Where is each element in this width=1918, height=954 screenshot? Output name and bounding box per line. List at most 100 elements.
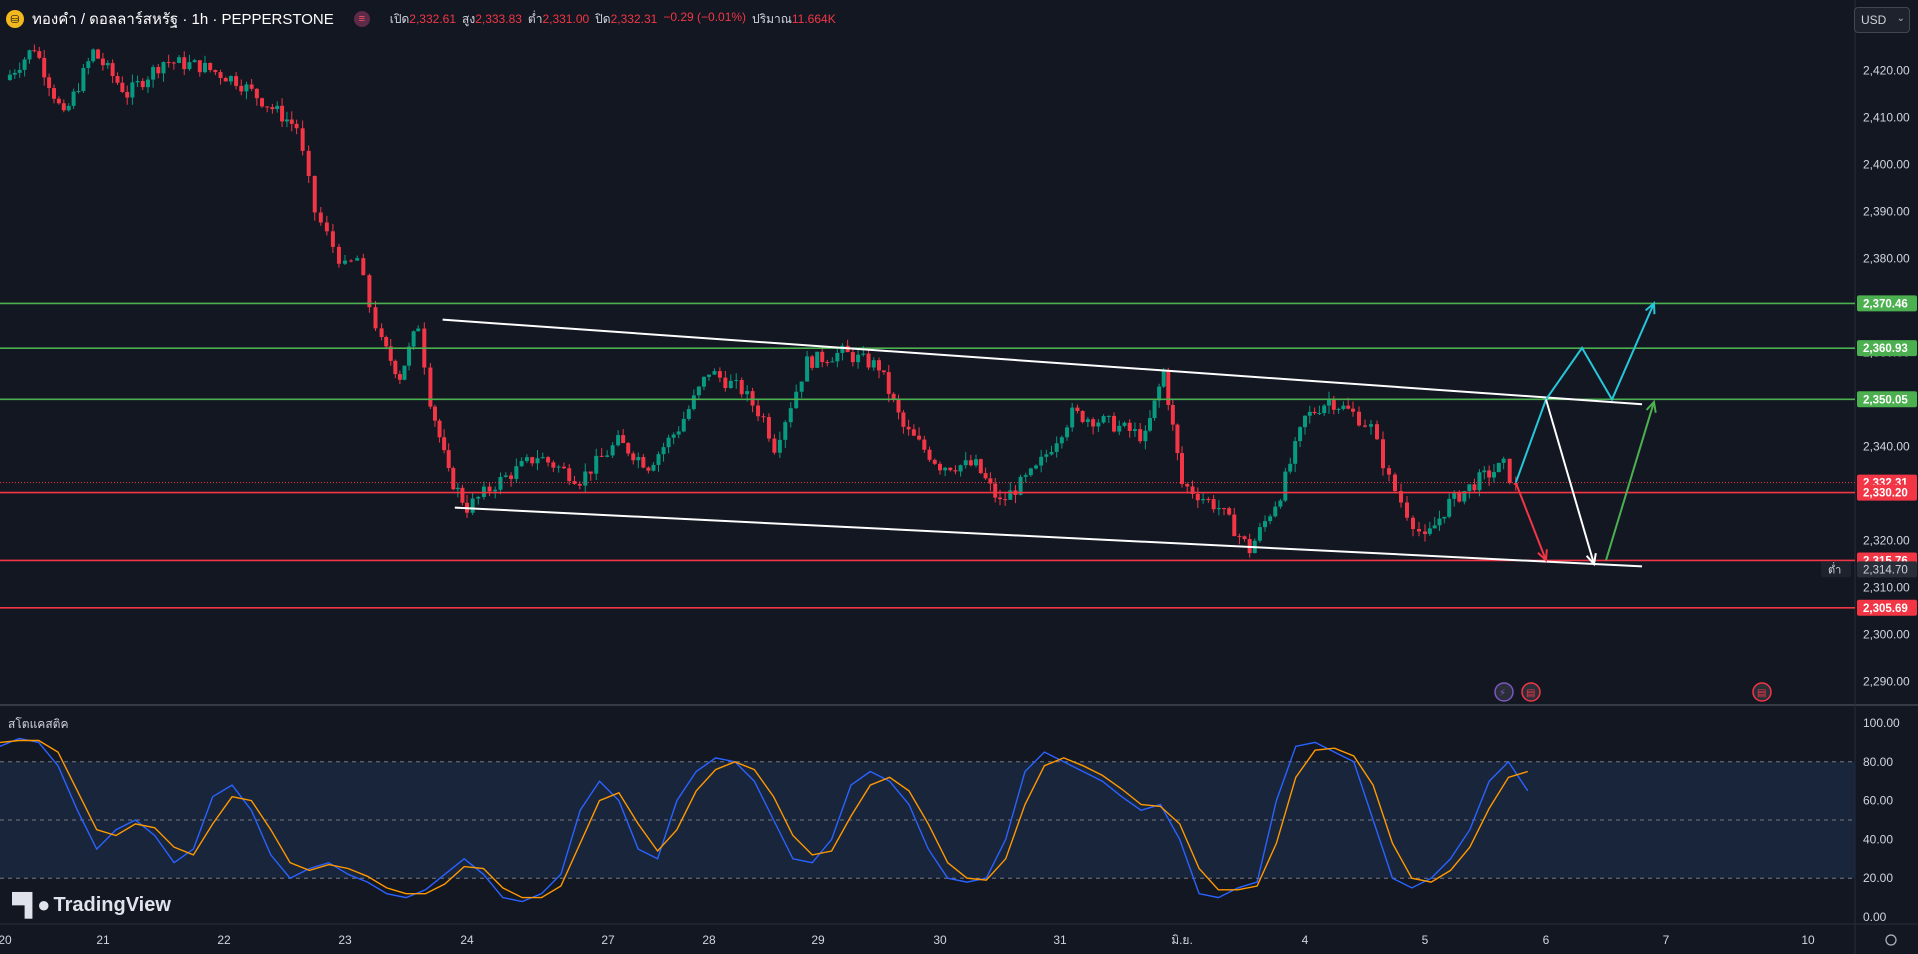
candle-body <box>289 119 294 124</box>
candle-body <box>428 367 433 407</box>
projection-path <box>1514 302 1655 484</box>
candle-body <box>815 351 820 368</box>
candle-body <box>1411 517 1415 529</box>
candle-body <box>978 459 983 474</box>
candle-body <box>906 426 911 430</box>
tradingview-text: TradingView <box>53 893 171 916</box>
candle-body <box>546 457 551 463</box>
price-tick-label: 2,380.00 <box>1863 252 1910 266</box>
candle-body <box>881 370 886 373</box>
candle-body <box>1117 425 1122 432</box>
candle-body <box>761 416 766 418</box>
candle-body <box>676 431 681 435</box>
candle-body <box>1432 525 1437 529</box>
candle-body <box>850 352 855 363</box>
candle-body <box>1507 458 1512 484</box>
candle-body <box>140 80 145 88</box>
candle-body <box>953 470 958 472</box>
candle-body <box>197 60 202 73</box>
candle-body <box>1175 424 1180 454</box>
projection-path <box>1514 482 1547 561</box>
candle-body <box>1278 500 1283 507</box>
candle-body <box>37 51 42 58</box>
candle-body <box>701 376 706 387</box>
candle-body <box>1462 491 1467 502</box>
candle-body <box>1257 527 1262 541</box>
candle-body <box>626 443 631 454</box>
candle-body <box>856 354 861 363</box>
candle-body <box>7 74 12 80</box>
candle-body <box>766 416 771 439</box>
candle-body <box>572 481 577 484</box>
candle-body <box>373 307 378 329</box>
market-session-icon[interactable]: ≡ <box>353 11 370 27</box>
candle-body <box>1054 443 1059 452</box>
candle-body <box>1227 508 1232 515</box>
stochastic-tick-label: 0.00 <box>1863 910 1887 924</box>
candle-body <box>1152 400 1157 419</box>
lightning-icon-glyph: ⚡ <box>1499 688 1506 699</box>
low-marker-tag <box>1821 561 1851 578</box>
currency-select[interactable]: USD ⌄ <box>1854 7 1910 33</box>
candle-body <box>1232 514 1237 537</box>
candle-body <box>1482 470 1487 473</box>
candle-body <box>487 486 492 492</box>
candle-body <box>493 489 498 492</box>
candle-body <box>1161 370 1166 387</box>
candle-body <box>734 380 739 382</box>
candle-body <box>896 399 901 413</box>
candle-body <box>1487 470 1492 478</box>
candle-body <box>367 275 372 308</box>
candle-body <box>938 463 942 471</box>
candle-body <box>125 92 130 98</box>
candle-body <box>877 360 881 371</box>
price-tick-label: 2,290.00 <box>1863 675 1910 689</box>
time-tick-label: 5 <box>1422 933 1429 947</box>
candle-body <box>1085 419 1090 422</box>
candle-body <box>948 467 953 471</box>
candle-body <box>177 57 182 64</box>
candle-body <box>115 76 120 83</box>
stochastic-title[interactable]: สโตแคสติค <box>8 717 69 731</box>
candle-body <box>1472 484 1477 491</box>
stochastic-tick-label: 40.00 <box>1863 832 1893 846</box>
candle-body <box>280 105 285 122</box>
tradingview-branding[interactable]: ▀▌● TradingView <box>12 892 171 918</box>
candle-body <box>1369 424 1373 427</box>
candle-body <box>343 260 347 264</box>
candle-body <box>47 77 52 89</box>
symbol-title[interactable]: ทองคำ / ดอลลาร์สหรัฐ · 1h · PEPPERSTONE <box>32 11 334 28</box>
price-badge-label: 2,330.20 <box>1863 488 1908 500</box>
candle-body <box>437 420 442 438</box>
candle-body <box>1075 407 1080 412</box>
candle-body <box>1039 456 1044 466</box>
candle-body <box>530 457 535 464</box>
high-value: 2,333.83 <box>475 11 522 26</box>
candle-body <box>594 455 599 474</box>
candle-body <box>171 62 176 64</box>
candle-body <box>96 49 101 59</box>
candle-body <box>275 105 280 110</box>
candle-body <box>402 365 407 380</box>
candle-body <box>1477 472 1482 491</box>
projection-arrowhead <box>1537 549 1548 563</box>
candle-body <box>151 67 156 80</box>
candle-body <box>616 435 621 446</box>
candle-body <box>728 380 733 389</box>
candle-body <box>983 473 988 479</box>
candle-body <box>1034 465 1038 469</box>
candle-body <box>519 461 524 467</box>
candle-body <box>244 84 249 92</box>
price-badge <box>1857 295 1917 312</box>
candle-body <box>1018 476 1023 495</box>
price-badge <box>1857 340 1917 357</box>
candle-body <box>432 406 437 421</box>
candle-body <box>397 374 402 380</box>
candle-body <box>1457 492 1462 502</box>
candle-body <box>1206 499 1211 501</box>
candle-body <box>540 457 545 459</box>
candle-body <box>361 258 366 276</box>
candle-body <box>514 466 519 479</box>
candle-body <box>556 466 561 468</box>
